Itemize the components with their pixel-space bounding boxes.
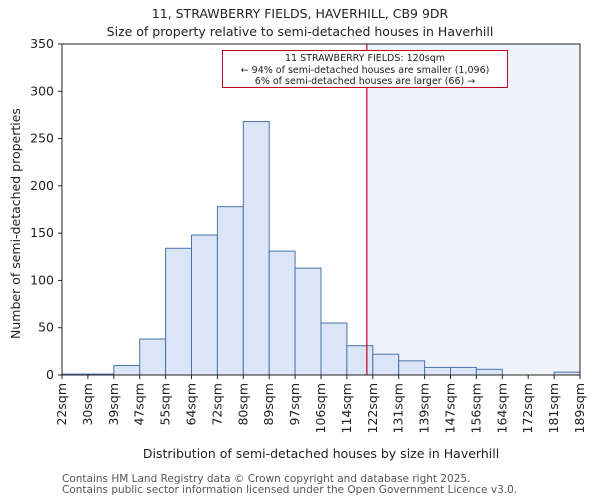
x-tick-label: 22sqm (54, 383, 69, 426)
bar (165, 247, 193, 376)
bar (372, 353, 400, 376)
footer-line-1: Contains HM Land Registry data © Crown c… (62, 473, 471, 485)
x-tick-label: 72sqm (209, 383, 224, 426)
x-tick-label: 114sqm (339, 383, 354, 433)
x-tick-label: 172sqm (520, 383, 535, 433)
bar (191, 234, 218, 376)
x-tick-label: 64sqm (184, 383, 199, 426)
larger-region-shade (366, 44, 580, 375)
x-tick-label: 39sqm (106, 383, 121, 426)
bar (320, 322, 348, 376)
annotation-line-3: 6% of semi-detached houses are larger (6… (254, 76, 476, 87)
x-tick-label: 189sqm (572, 383, 587, 433)
y-tick-label: 200 (30, 178, 54, 193)
x-tick-label: 122sqm (365, 383, 380, 433)
x-tick-label: 47sqm (132, 383, 147, 426)
bar (294, 267, 322, 376)
bar (268, 250, 296, 376)
y-tick-label: 350 (30, 36, 54, 51)
bar (398, 360, 426, 376)
bar (113, 365, 141, 376)
y-tick-label: 0 (46, 367, 54, 382)
x-axis-label: Distribution of semi-detached houses by … (142, 446, 500, 461)
x-tick-label: 106sqm (313, 383, 328, 433)
y-tick-label: 250 (30, 131, 54, 146)
bar (475, 368, 503, 376)
y-tick-label: 150 (30, 225, 54, 240)
x-tick-label: 55sqm (158, 383, 173, 426)
chart-subtitle: Size of property relative to semi-detach… (106, 24, 494, 39)
annotation-line-2: ← 94% of semi-detached houses are smalle… (240, 64, 490, 76)
y-axis-label: Number of semi-detached properties (8, 108, 23, 339)
annotation-line-1: 11 STRAWBERRY FIELDS: 120sqm (285, 53, 445, 64)
x-tick-label: 139sqm (417, 383, 432, 433)
marker-annotation-box: 11 STRAWBERRY FIELDS: 120sqm ← 94% of se… (222, 50, 508, 88)
chart-title: 11, STRAWBERRY FIELDS, HAVERHILL, CB9 9D… (151, 6, 449, 21)
bar (216, 206, 244, 376)
x-tick-label: 131sqm (391, 383, 406, 433)
x-tick-label: 30sqm (80, 383, 95, 426)
x-tick-label: 80sqm (235, 383, 250, 426)
x-tick-label: 181sqm (546, 383, 561, 433)
x-tick-label: 164sqm (494, 383, 509, 433)
x-tick-label: 97sqm (287, 383, 302, 426)
bar (424, 366, 452, 376)
bar (450, 366, 477, 376)
footer-line-2: Contains public sector information licen… (62, 484, 518, 496)
y-tick-label: 50 (38, 320, 54, 335)
x-tick-label: 156sqm (468, 383, 483, 433)
y-tick-label: 300 (30, 83, 54, 98)
bar (139, 338, 167, 376)
bar (346, 345, 374, 376)
x-tick-label: 147sqm (443, 383, 458, 433)
y-tick-label: 100 (30, 272, 54, 287)
bar (242, 121, 270, 376)
x-tick-label: 89sqm (261, 383, 276, 426)
